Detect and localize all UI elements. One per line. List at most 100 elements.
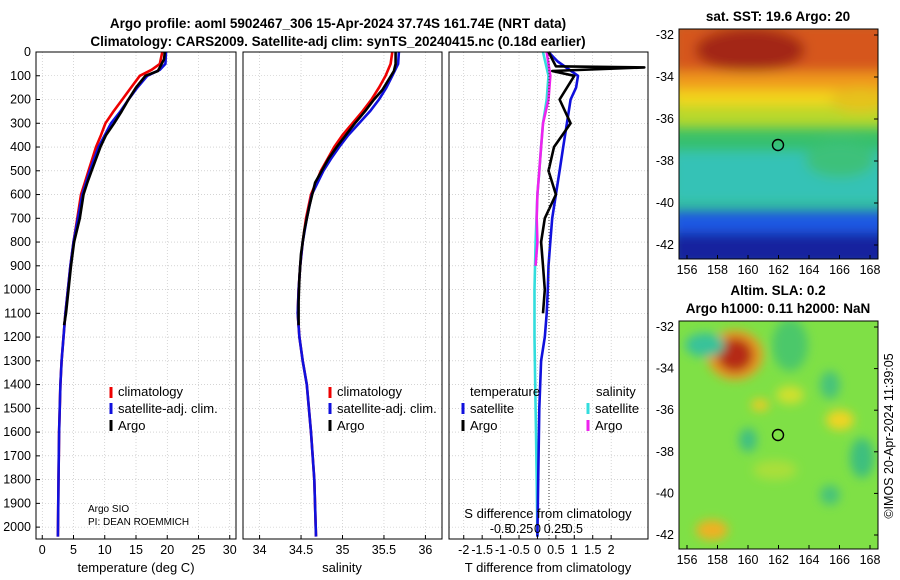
difference-legend: temperature salinity satellite Argo sate… xyxy=(461,384,639,433)
salinity-legend: climatology satellite-adj. clim. Argo xyxy=(328,384,437,433)
y-tick-label: 700 xyxy=(10,211,31,225)
y-tick-label: 500 xyxy=(10,164,31,178)
difference-panel: -2 -1.5 -1 -0.5 0 0.5 1 1.5 2 T difference from … xyxy=(448,51,649,575)
legend-argo: Argo xyxy=(337,418,364,433)
x-tick-label: 25 xyxy=(192,543,206,557)
lon-tick-label: 166 xyxy=(829,553,850,567)
lon-tick-label: 156 xyxy=(677,553,698,567)
sst-field xyxy=(679,29,878,259)
lon-tick-label: 158 xyxy=(707,553,728,567)
y-tick-label: 1900 xyxy=(3,496,31,510)
y-tick-label: 1500 xyxy=(3,401,31,415)
x-tick-label: -1 xyxy=(495,543,506,557)
x-tick-label: 36 xyxy=(418,543,432,557)
lon-tick-label: 160 xyxy=(738,553,759,567)
y-tick-label: 1000 xyxy=(3,283,31,297)
x-tick-label: 0.5 xyxy=(547,543,564,557)
x-tick-label: 34.5 xyxy=(289,543,313,557)
lon-tick-label: 164 xyxy=(799,553,820,567)
legend-t-argo: Argo xyxy=(470,418,497,433)
legend-argo: Argo xyxy=(118,418,145,433)
lat-tick-label: -40 xyxy=(656,486,674,500)
sla-field xyxy=(679,321,878,549)
s-diff-xlabel: S difference from climatology xyxy=(464,506,632,521)
lon-tick-label: 156 xyxy=(677,263,698,277)
legend-t-satellite: satellite xyxy=(470,401,514,416)
x-tick-label: -2 xyxy=(458,543,469,557)
y-tick-label: 1100 xyxy=(4,306,31,320)
y-tick-label: 1700 xyxy=(3,449,31,463)
sla-map-title-2: Argo h1000: 0.11 h2000: NaN xyxy=(686,301,871,316)
legend-s-argo: Argo xyxy=(595,418,622,433)
lon-tick-label: 168 xyxy=(860,263,881,277)
y-tick-label: 2000 xyxy=(3,520,31,534)
legend-s-satellite: satellite xyxy=(595,401,639,416)
x-tick-label: 5 xyxy=(70,543,77,557)
x-tick-label: 2 xyxy=(608,543,615,557)
lat-tick-label: -32 xyxy=(656,28,674,42)
x-tick-label: 1 xyxy=(571,543,578,557)
lat-tick-label: -40 xyxy=(656,196,674,210)
x-tick-label: 35 xyxy=(336,543,350,557)
argo-location-marker-sla xyxy=(771,428,785,442)
series-climatology xyxy=(296,51,394,537)
lon-tick-label: 168 xyxy=(860,553,881,567)
y-tick-label: 400 xyxy=(10,140,31,154)
s-tick-label: 0.5 xyxy=(566,522,583,536)
lon-tick-label: 164 xyxy=(799,263,820,277)
s-tick-label: 0.25 xyxy=(544,522,568,536)
argo-location-marker xyxy=(771,138,785,152)
legend-temperature-head: temperature xyxy=(470,384,540,399)
lat-tick-label: -32 xyxy=(656,320,674,334)
legend-salinity-head: salinity xyxy=(596,384,636,399)
lon-tick-label: 162 xyxy=(768,553,789,567)
legend-climatology: climatology xyxy=(118,384,184,399)
lat-tick-label: -36 xyxy=(656,112,674,126)
temperature-legend: climatology satellite-adj. clim. Argo xyxy=(109,384,218,433)
x-tick-label: 0 xyxy=(39,543,46,557)
legend-climatology: climatology xyxy=(337,384,403,399)
series-argo-salinity xyxy=(534,51,552,266)
series-satellite-temperature xyxy=(536,51,580,537)
y-tick-label: 800 xyxy=(10,235,31,249)
imos-timestamp: ©IMOS 20-Apr-2024 11:39:05 xyxy=(882,353,896,518)
x-tick-label: 0 xyxy=(534,543,541,557)
credit-institution: Argo SIO xyxy=(88,504,129,515)
lat-tick-label: -42 xyxy=(656,238,674,252)
y-tick-label: 1200 xyxy=(3,330,31,344)
legend-satellite: satellite-adj. clim. xyxy=(337,401,437,416)
x-tick-label: 20 xyxy=(160,543,174,557)
x-tick-label: 34 xyxy=(253,543,267,557)
lat-tick-label: -36 xyxy=(656,403,674,417)
y-tick-label: 1800 xyxy=(3,473,31,487)
title-line-2: Climatology: CARS2009. Satellite-adj cli… xyxy=(90,34,585,49)
y-tick-label: 1400 xyxy=(3,378,31,392)
t-diff-xlabel: T difference from climatology xyxy=(465,560,632,575)
x-tick-label: 15 xyxy=(129,543,143,557)
series-argo xyxy=(62,51,167,326)
x-tick-label: 30 xyxy=(223,543,237,557)
credit-pi: PI: DEAN ROEMMICH xyxy=(88,517,189,528)
y-tick-label: 0 xyxy=(24,45,31,59)
s-tick-label: -0.25 xyxy=(505,522,534,536)
salinity-xlabel: salinity xyxy=(322,560,362,575)
sla-map-title-1: Altim. SLA: 0.2 xyxy=(730,283,825,298)
s-tick-label: 0 xyxy=(534,522,541,536)
y-tick-label: 200 xyxy=(10,93,31,107)
y-tick-label: 300 xyxy=(10,116,31,130)
temperature-panel: 0100200300400500600700800900100011001200… xyxy=(3,45,237,575)
x-tick-label: -1.5 xyxy=(471,543,493,557)
lon-tick-label: 160 xyxy=(738,263,759,277)
salinity-panel: 34 34.5 35 35.5 36 salinity climatology sate… xyxy=(242,51,443,575)
lat-tick-label: -38 xyxy=(656,154,674,168)
lon-tick-label: 166 xyxy=(829,263,850,277)
legend-satellite: satellite-adj. clim. xyxy=(118,401,218,416)
lon-tick-label: 162 xyxy=(768,263,789,277)
lat-tick-label: -34 xyxy=(656,362,674,376)
lat-tick-label: -42 xyxy=(656,528,674,542)
sst-map: sat. SST: 19.6 Argo: 20 -32 -34 -36 -38 -40 xyxy=(656,9,881,277)
x-tick-label: -0.5 xyxy=(508,543,530,557)
s-tick-label: -0.5 xyxy=(490,522,512,536)
series-argo xyxy=(297,52,397,326)
